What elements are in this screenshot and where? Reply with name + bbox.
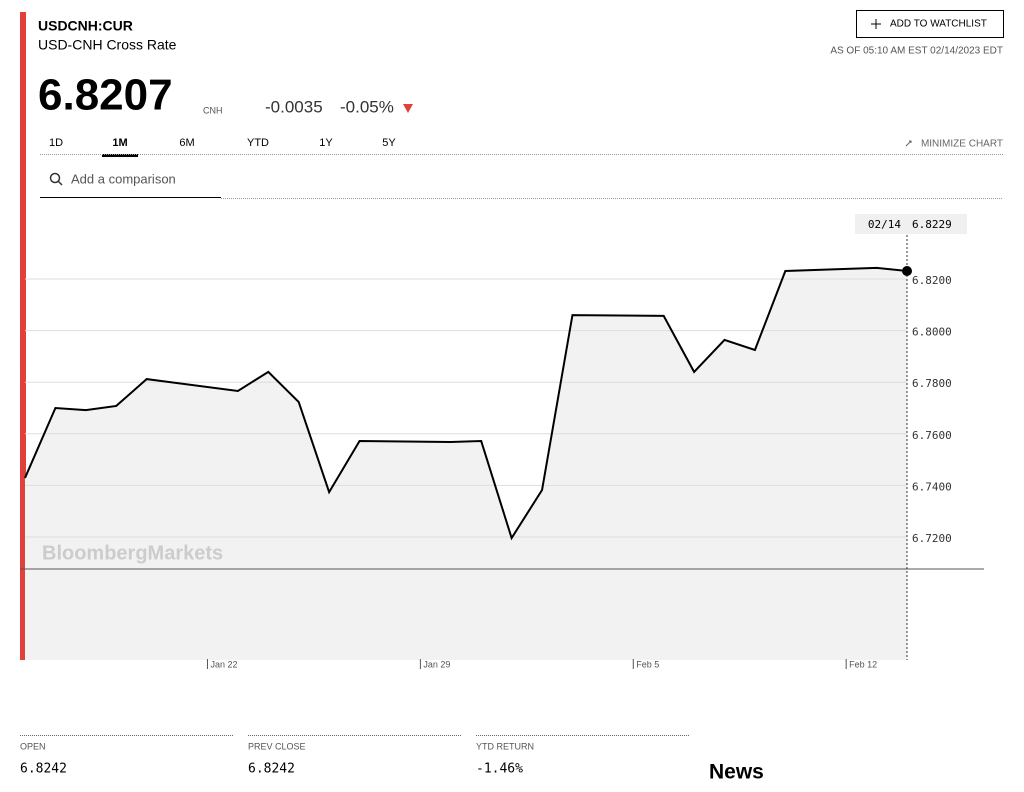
y-tick-label: 6.7200 <box>912 532 952 545</box>
x-tick-label: Jan 22 <box>210 659 237 669</box>
stat-label: YTD RETURN <box>476 741 534 751</box>
plus-icon <box>871 19 881 29</box>
stat-label: OPEN <box>20 741 46 751</box>
instrument-name: USD-CNH Cross Rate <box>38 37 177 53</box>
area <box>25 267 907 660</box>
currency: CNH <box>203 105 223 115</box>
ticker: USDCNH:CUR <box>38 18 133 34</box>
stats: OPEN 6.8242 PREV CLOSE 6.8242 YTD RETURN -1.4… <box>20 735 689 777</box>
y-tick-label: 6.8000 <box>912 326 952 339</box>
stat-value: 6.8242 <box>248 762 295 777</box>
stat-value: 6.8242 <box>20 762 67 777</box>
range-tab[interactable]: 1Y <box>319 137 333 149</box>
range-tab[interactable]: 1M <box>112 137 127 149</box>
price-line <box>24 266 908 541</box>
news-heading: News <box>709 761 764 784</box>
range-tab[interactable]: YTD <box>247 137 269 149</box>
change-percent: -0.05% <box>340 97 394 116</box>
range-tab[interactable]: 6M <box>179 137 194 149</box>
minimize-icon <box>905 140 912 147</box>
accent-bar <box>20 12 26 660</box>
y-tick-label: 6.7600 <box>912 429 952 442</box>
tab-underline <box>102 154 138 157</box>
minimize-chart[interactable]: MINIMIZE CHART <box>921 139 1003 150</box>
range-tabs: 1D 1M 6M YTD 1Y 5Y <box>49 137 396 157</box>
stat-value: -1.46% <box>476 762 523 777</box>
crosshair-date: 02/14 <box>868 218 901 231</box>
search-icon <box>49 172 61 184</box>
x-tick-label: Feb 5 <box>636 659 659 669</box>
watermark: BloombergMarkets <box>42 542 223 564</box>
crosshair-value: 6.8229 <box>912 218 952 231</box>
change: -0.0035 <box>265 97 323 116</box>
comparison-input[interactable]: Add a comparison <box>71 171 176 186</box>
range-tab[interactable]: 1D <box>49 137 63 149</box>
watchlist-button[interactable]: ADD TO WATCHLIST <box>856 10 1004 38</box>
x-tick-label: Jan 29 <box>423 659 450 669</box>
last-point <box>902 266 912 277</box>
y-tick-label: 6.7400 <box>912 480 952 493</box>
button-label[interactable]: ADD TO WATCHLIST <box>890 19 987 30</box>
stat-label: PREV CLOSE <box>248 741 306 751</box>
price: 6.8207 <box>38 71 173 120</box>
chart: 6.7200 6.7400 6.7600 6.7800 6.8000 6.8200 Jan … <box>20 214 984 669</box>
y-tick-label: 6.7800 <box>912 377 952 390</box>
x-tick-label: Feb 12 <box>849 659 877 669</box>
range-tab[interactable]: 5Y <box>382 137 396 149</box>
crosshair-box <box>855 214 967 234</box>
y-tick-label: 6.8200 <box>912 274 952 287</box>
as-of: AS OF 05:10 AM EST 02/14/2023 EDT <box>830 46 1003 57</box>
search-icon-handle <box>57 180 63 186</box>
down-arrow <box>403 104 413 113</box>
